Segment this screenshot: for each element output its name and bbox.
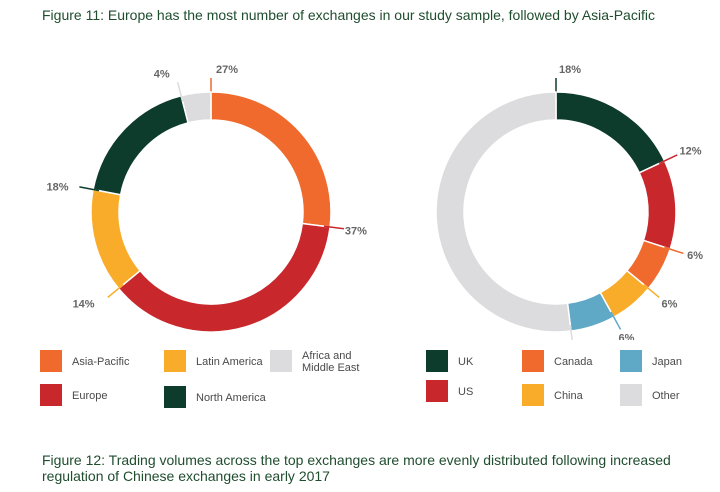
data-label-europe: 37%	[345, 226, 367, 238]
data-label-us: 12%	[679, 145, 701, 157]
legend-swatch	[270, 350, 292, 372]
legend-region: Asia-Pacific Europe Latin America North …	[40, 346, 380, 416]
figure-11-caption: Figure 11: Europe has the most number of…	[42, 7, 655, 23]
legend-label: Asia-Pacific	[72, 356, 130, 368]
legend-swatch	[620, 350, 642, 372]
legend-label: Other	[652, 390, 680, 402]
data-label-uk: 18%	[559, 64, 581, 76]
legend-label: US	[458, 386, 474, 398]
legend-swatch	[522, 384, 544, 406]
legend-swatch	[164, 350, 186, 372]
legend-label: Europe	[72, 390, 108, 402]
legend-swatch	[620, 384, 642, 406]
legend-swatch	[426, 380, 448, 402]
leader-line-china	[643, 284, 660, 298]
slice-uk	[555, 91, 666, 174]
slice-north-america	[92, 94, 190, 196]
slice-europe	[117, 222, 331, 333]
leader-line-japan	[610, 311, 622, 330]
leader-line-europe	[324, 225, 345, 230]
legend-swatch	[426, 350, 448, 372]
donut-chart-exchanges-by-region: 27% 37% 14% 18% 4%	[46, 64, 367, 333]
slice-us	[638, 159, 677, 251]
leader-line-north-america	[79, 186, 100, 192]
legend-label: Latin America	[196, 356, 263, 368]
leader-line-canada	[664, 246, 684, 255]
slice-asia-pacific	[210, 91, 332, 228]
legend-label: UK	[458, 356, 474, 368]
data-label-africa-and-middle-east: 4%	[154, 68, 170, 80]
data-label-latin-america: 14%	[73, 298, 95, 310]
slice-africa-and-middle-east	[180, 91, 212, 124]
legend-label: China	[554, 390, 583, 402]
legend-swatch	[40, 384, 62, 406]
data-label-north-america: 18%	[46, 181, 68, 193]
data-label-japan: 6%	[618, 332, 634, 340]
slice-other	[435, 91, 572, 333]
leader-line-us	[658, 154, 678, 165]
data-label-asia-pacific: 27%	[216, 64, 238, 76]
figure-12-caption: Figure 12: Trading volumes across the to…	[42, 452, 671, 484]
legend-swatch	[522, 350, 544, 372]
leader-line-latin-america	[107, 284, 124, 298]
data-label-china: 6%	[661, 298, 677, 310]
legend-swatch	[40, 350, 62, 372]
legend-swatch	[164, 386, 186, 408]
legend-label: Canada	[554, 356, 593, 368]
legend-label: Africa and Middle East	[302, 350, 360, 374]
data-label-canada: 6%	[687, 250, 703, 262]
donut-chart-trading-volume-by-country: 18%12%6%6%6%52%	[435, 64, 703, 340]
leader-line-other	[569, 325, 573, 340]
legend-label: North America	[196, 392, 266, 404]
leader-line-africa-and-middle-east	[176, 82, 184, 102]
slice-latin-america	[90, 188, 142, 290]
legend-label: Japan	[652, 356, 682, 368]
legend-country: UK US Canada China Japan Other	[420, 346, 720, 416]
